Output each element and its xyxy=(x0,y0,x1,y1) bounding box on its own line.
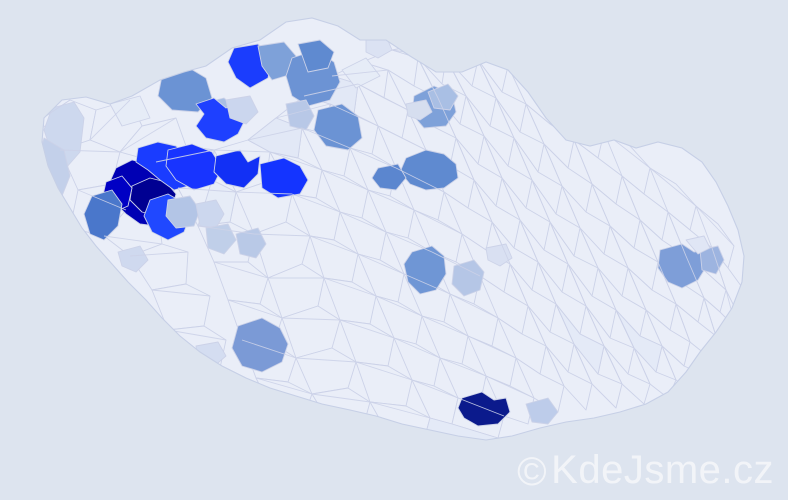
district-highlight xyxy=(285,99,315,131)
district-highlight xyxy=(403,245,447,295)
district-highlight xyxy=(235,227,267,259)
district-highlight xyxy=(213,149,261,189)
highlighted-districts xyxy=(42,35,725,427)
district-highlight xyxy=(371,163,407,191)
district-highlight xyxy=(451,259,485,297)
district-highlight xyxy=(685,235,711,255)
district-highlight xyxy=(83,189,123,241)
district-highlight xyxy=(165,195,201,229)
district-highlight xyxy=(313,103,363,151)
district-highlight xyxy=(405,99,433,121)
district-highlight xyxy=(165,143,223,191)
district-highlight xyxy=(485,243,513,267)
district-highlight xyxy=(525,397,559,425)
district-highlight xyxy=(195,199,225,229)
district-highlight xyxy=(231,317,289,373)
district-highlight xyxy=(427,83,459,111)
district-highlight-max xyxy=(457,391,511,427)
district-highlight xyxy=(117,245,149,273)
district-highlight xyxy=(297,39,335,73)
country-outline xyxy=(41,17,745,441)
district-highlight xyxy=(225,95,259,125)
district-highlight xyxy=(657,243,709,289)
district-highlight xyxy=(259,157,309,199)
district-highlight xyxy=(205,223,237,255)
